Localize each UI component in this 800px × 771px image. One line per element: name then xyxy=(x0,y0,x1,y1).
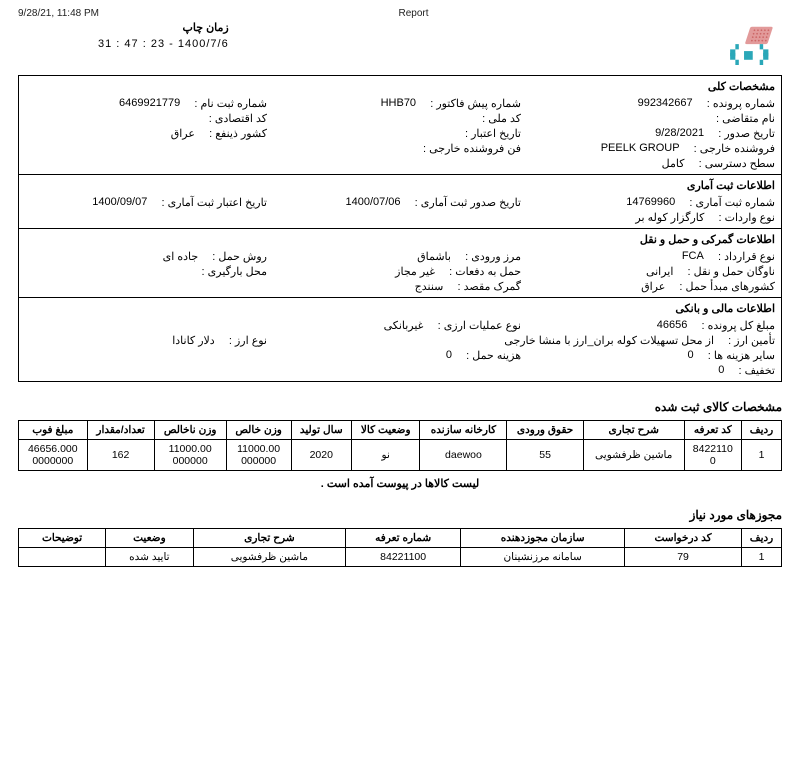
section-general: مشخصات کلی شماره پرونده 992342667 شماره … xyxy=(19,76,781,175)
currency-supply: از محل تسهیلات کوله بران_ارز با منشا خار… xyxy=(504,334,714,347)
section-title-general: مشخصات کلی xyxy=(25,80,775,93)
section-title-customs: اطلاعات گمرکی و حمل و نقل xyxy=(25,233,775,246)
permits-header-row: ردیف کد درخواست سازمان مجوزدهنده شماره ت… xyxy=(19,529,782,548)
proforma-number: HHB70 xyxy=(381,97,416,110)
file-number: 992342667 xyxy=(638,97,693,110)
goods-row: 1 8422110 0 ماشین ظرفشویی 55 daewoo نو 2… xyxy=(19,440,782,471)
section-title-stat: اطلاعات ثبت آماری xyxy=(25,179,775,192)
total-amount: 46656 xyxy=(657,319,688,332)
partial-shipment: غیر مجاز xyxy=(395,265,435,278)
import-type: کارگزار کوله بر xyxy=(635,211,704,224)
permits-row: 1 79 سامانه مرزنشینان 84221100 ماشین ظرف… xyxy=(19,548,782,567)
main-info-box: مشخصات کلی شماره پرونده 992342667 شماره … xyxy=(18,75,782,382)
section-statistical: اطلاعات ثبت آماری شماره ثبت آماری 147699… xyxy=(19,175,781,229)
discount: 0 xyxy=(718,364,724,377)
contract-type: FCA xyxy=(682,250,704,263)
access-level: کامل xyxy=(662,157,685,170)
foreign-seller: PEELK GROUP xyxy=(601,142,680,155)
applicant-name xyxy=(642,112,702,122)
shipping-method: جاده ای xyxy=(163,250,199,263)
goods-note: لیست کالاها در پیوست آمده است . xyxy=(18,477,782,490)
currency-op-type: غیربانکی xyxy=(384,319,424,332)
registration-number: 6469921779 xyxy=(119,97,180,110)
page-header: 9/28/21, 11:48 PM Report xyxy=(18,8,782,19)
section-customs: اطلاعات گمرکی و حمل و نقل نوع قرارداد FC… xyxy=(19,229,781,298)
shipping-cost: 0 xyxy=(446,349,452,362)
section-finance: اطلاعات مالی و بانکی مبلغ کل پرونده 4665… xyxy=(19,298,781,381)
goods-header-row: ردیف کد تعرفه شرح تجاری حقوق ورودی کارخا… xyxy=(19,421,782,440)
stat-reg-number: 14769960 xyxy=(626,196,675,209)
logo xyxy=(724,25,778,65)
goods-table: ردیف کد تعرفه شرح تجاری حقوق ورودی کارخا… xyxy=(18,420,782,471)
print-time-label: زمان چاپ xyxy=(98,21,229,34)
destination-customs: سنندج xyxy=(415,280,444,293)
currency-type: دلار کانادا xyxy=(172,334,215,347)
stat-issue-date: 1400/07/06 xyxy=(345,196,400,209)
section-title-finance: اطلاعات مالی و بانکی xyxy=(25,302,775,315)
timestamp: 9/28/21, 11:48 PM xyxy=(18,8,99,19)
report-title: Report xyxy=(99,8,728,19)
issue-date: 9/28/2021 xyxy=(655,127,704,140)
print-time-value: 1400/7/6 - 23 : 47 : 31 xyxy=(98,38,229,50)
transport-fleet: ایرانی xyxy=(646,265,673,278)
other-costs: 0 xyxy=(688,349,694,362)
national-id xyxy=(408,112,468,122)
entry-border: باشماق xyxy=(417,250,451,263)
permits-table: ردیف کد درخواست سازمان مجوزدهنده شماره ت… xyxy=(18,528,782,567)
goods-section-title: مشخصات کالای ثبت شده xyxy=(18,400,782,414)
beneficiary-country: عراق xyxy=(171,127,195,140)
permits-section-title: مجوزهای مورد نیاز xyxy=(18,508,782,522)
origin-countries: عراق xyxy=(641,280,665,293)
stat-credit-date: 1400/09/07 xyxy=(92,196,147,209)
